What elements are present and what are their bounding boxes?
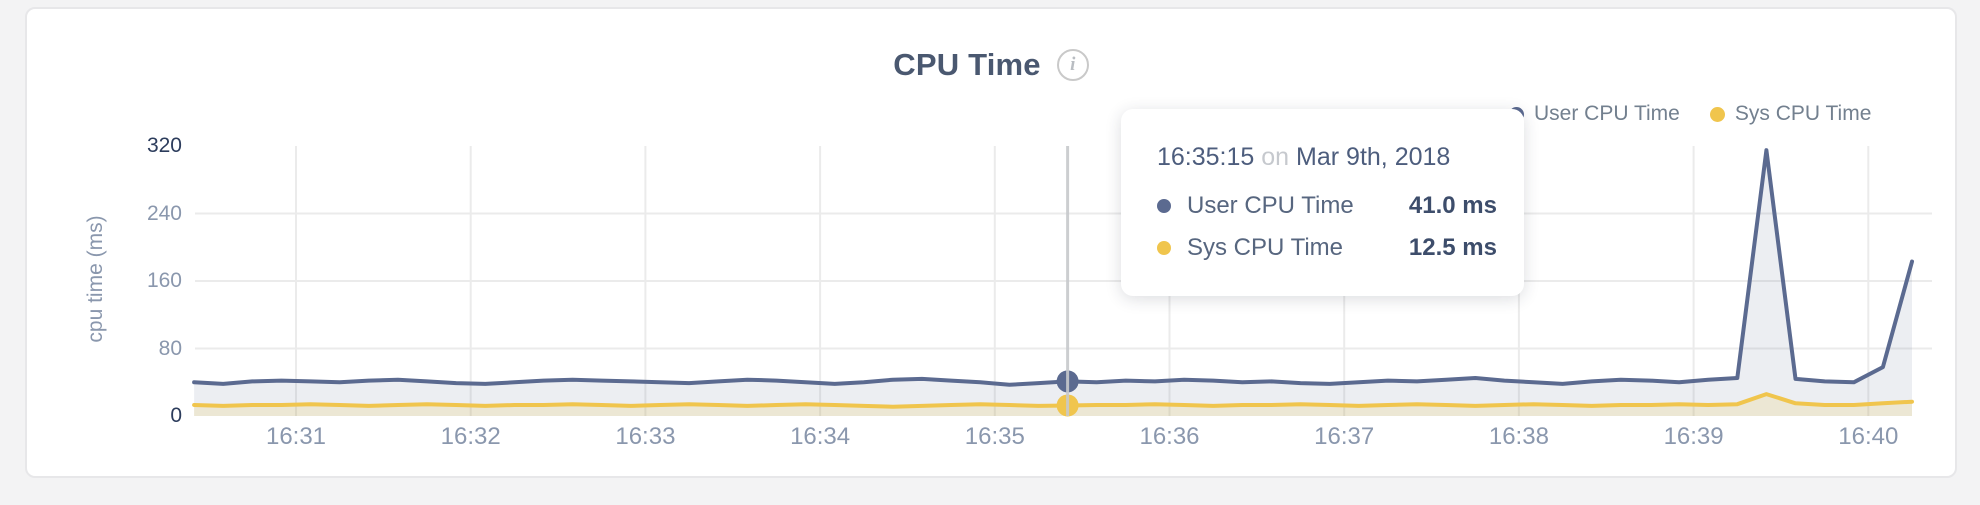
x-tick-label: 16:32	[440, 423, 501, 450]
x-tick-label: 16:36	[1139, 423, 1200, 450]
x-tick-label: 16:39	[1663, 423, 1724, 450]
sys-cpu-line[interactable]	[192, 392, 1914, 409]
chart-canvas[interactable]	[27, 9, 1980, 505]
user-cpu-line[interactable]	[192, 148, 1914, 387]
tooltip-series-value: 12.5 ms	[1408, 234, 1497, 261]
info-icon[interactable]: i	[1056, 49, 1089, 81]
y-axis-label: cpu time (ms)	[84, 215, 107, 343]
x-tick-label: 16:38	[1488, 423, 1549, 450]
sys-cpu-area	[194, 394, 1913, 416]
y-tick-label: 320	[146, 134, 182, 157]
chart-title: CPU Time	[893, 47, 1041, 82]
tooltip-row-sys: Sys CPU Time 12.5 ms	[1157, 233, 1497, 263]
legend-item-user-cpu-time[interactable]: User CPU Time	[1509, 102, 1680, 126]
tooltip-series-label: Sys CPU Time	[1187, 234, 1344, 261]
x-tick-label: 16:35	[964, 423, 1025, 450]
sys-series-bullet-icon	[1709, 106, 1725, 122]
x-tick-label: 16:33	[615, 423, 676, 450]
tooltip-series-label: User CPU Time	[1187, 192, 1354, 219]
legend: User CPU Time Sys CPU Time	[1509, 100, 1871, 128]
y-tick-label: 240	[146, 201, 182, 225]
user-series-bullet-icon	[1157, 199, 1171, 213]
y-tick-label: 0	[170, 404, 182, 427]
sys-series-bullet-icon	[1157, 241, 1171, 255]
x-tick-label: 16:31	[265, 423, 327, 450]
chart-header: CPU Time i	[27, 47, 1955, 83]
chart-card: CPU Time i User CPU Time Sys CPU Time 0 8…	[25, 7, 1957, 478]
legend-label: Sys CPU Time	[1734, 102, 1872, 125]
tooltip-date: Mar 9th, 2018	[1296, 143, 1451, 171]
tooltip-title: 16:35:15 on Mar 9th, 2018	[1157, 143, 1450, 172]
tooltip-series-value: 41.0 ms	[1408, 192, 1497, 219]
x-tick-label: 16:40	[1838, 423, 1899, 450]
legend-label: User CPU Time	[1534, 102, 1680, 125]
tooltip-connector: on	[1261, 143, 1290, 171]
tooltip-row-user: User CPU Time 41.0 ms	[1157, 191, 1497, 221]
legend-item-sys-cpu-time[interactable]: Sys CPU Time	[1709, 102, 1872, 126]
x-tick-label: 16:34	[790, 423, 851, 450]
hover-tooltip: 16:35:15 on Mar 9th, 2018 User CPU Time …	[1121, 109, 1524, 296]
x-tick-label: 16:37	[1314, 423, 1375, 450]
y-tick-label: 160	[146, 269, 182, 292]
y-tick-label: 80	[158, 336, 182, 360]
user-cpu-area	[194, 150, 1913, 416]
tooltip-time: 16:35:15	[1157, 143, 1255, 171]
